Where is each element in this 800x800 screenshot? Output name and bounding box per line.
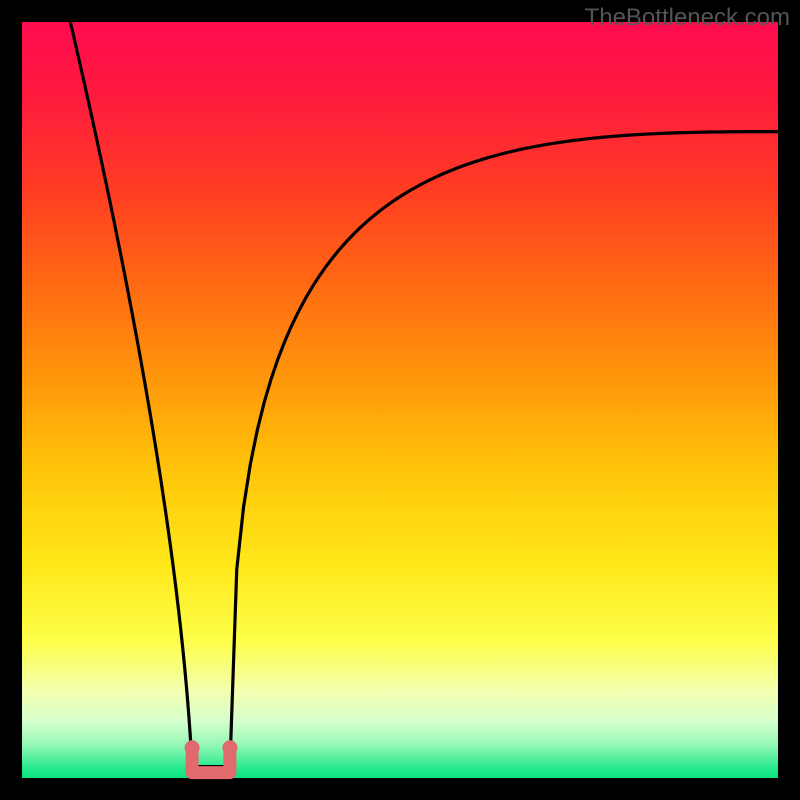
marker-dot-1: [222, 740, 237, 755]
watermark-text: TheBottleneck.com: [585, 4, 790, 32]
plot-background: [22, 22, 778, 778]
bottleneck-chart-svg: [0, 0, 800, 800]
marker-dot-0: [185, 740, 200, 755]
chart-container: TheBottleneck.com: [0, 0, 800, 800]
